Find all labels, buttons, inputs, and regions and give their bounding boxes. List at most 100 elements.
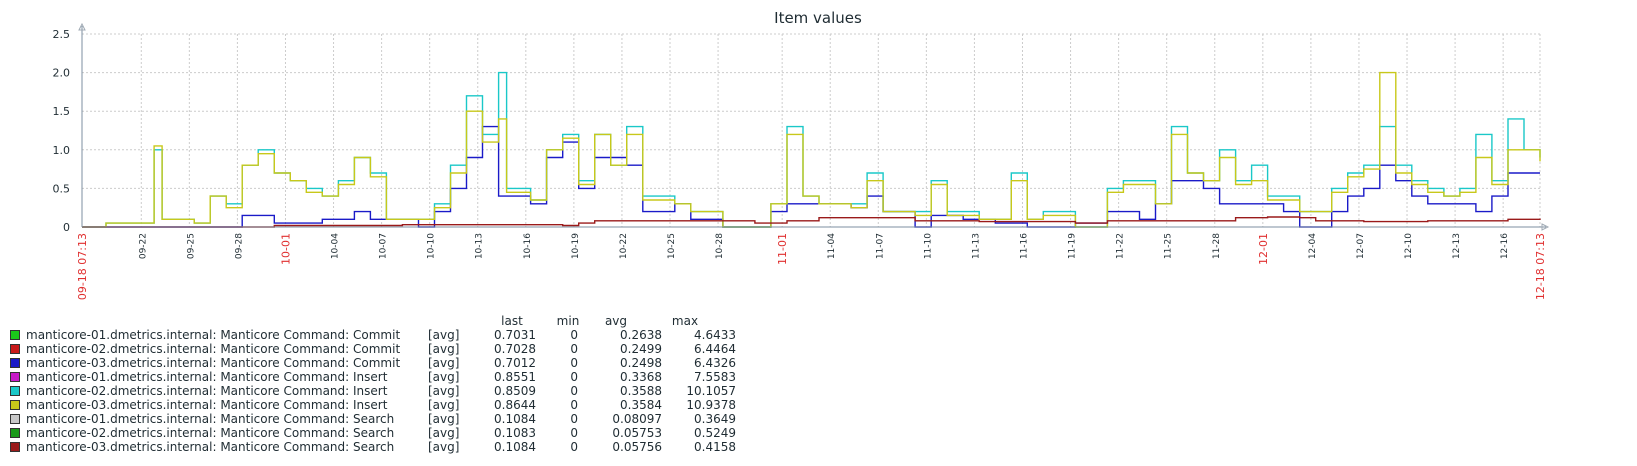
legend-func: [avg] [428, 328, 460, 342]
legend-func: [avg] [428, 398, 460, 412]
legend-series-name: manticore-03.dmetrics.internal: Manticor… [26, 356, 401, 370]
legend-func: [avg] [428, 426, 460, 440]
legend-header-min: min [556, 314, 580, 328]
legend-avg-value: 0.08097 [612, 412, 662, 426]
y-axis-labels: 0 0.5 1.0 1.5 2.0 2.5 [53, 28, 71, 234]
x-tick-label: 10-01 [279, 233, 292, 265]
x-tick-label: 09-22 [138, 233, 148, 259]
x-tick-label: 10-04 [331, 233, 341, 259]
legend-min-value: 0 [570, 370, 578, 384]
x-tick-label: 09-28 [234, 233, 244, 259]
legend-series-name: manticore-02.dmetrics.internal: Manticor… [26, 384, 388, 398]
legend-min-value: 0 [570, 398, 578, 412]
x-tick-label: 11-10 [923, 233, 933, 259]
x-tick-label: 10-10 [427, 233, 437, 259]
legend-swatch [10, 400, 20, 410]
legend-min-value: 0 [570, 356, 578, 370]
x-tick-label: 09-25 [186, 233, 196, 259]
legend-series-name: manticore-03.dmetrics.internal: Manticor… [26, 440, 395, 454]
legend-last-value: 0.1084 [494, 412, 536, 426]
legend-avg-value: 0.3584 [620, 398, 662, 412]
legend-series-name: manticore-02.dmetrics.internal: Manticor… [26, 342, 401, 356]
legend-swatch [10, 442, 20, 452]
legend-max-value: 10.1057 [686, 384, 736, 398]
legend-func: [avg] [428, 412, 460, 426]
legend-avg-value: 0.3368 [620, 370, 662, 384]
legend-swatch [10, 358, 20, 368]
x-tick-label: 10-07 [379, 233, 389, 259]
legend-last-value: 0.7028 [494, 342, 536, 356]
legend-avg-value: 0.2638 [620, 328, 662, 342]
legend-min-value: 0 [570, 440, 578, 454]
chart-title: Item values [774, 9, 862, 27]
axes [78, 22, 1550, 231]
x-tick-label: 11-16 [1019, 233, 1029, 259]
legend-last-value: 0.8644 [494, 398, 536, 412]
x-tick-label: 11-19 [1068, 233, 1078, 259]
series-line-5 [82, 71, 1541, 228]
legend-header-last: last [501, 314, 523, 328]
x-axis-arrow [1541, 223, 1550, 231]
x-tick-label: 12-04 [1308, 233, 1318, 259]
legend-last-value: 0.1083 [494, 426, 536, 440]
grid [81, 33, 1541, 228]
legend-min-value: 0 [570, 384, 578, 398]
legend-avg-value: 0.2498 [620, 356, 662, 370]
legend-min-value: 0 [570, 342, 578, 356]
x-tick-label: 12-18 07:13 [1534, 233, 1547, 300]
series-layer [82, 71, 1541, 228]
legend-swatch [10, 428, 20, 438]
legend-max-value: 0.4158 [694, 440, 736, 454]
y-tick-label: 0.5 [53, 182, 71, 195]
legend-func: [avg] [428, 342, 460, 356]
x-tick-label: 12-16 [1500, 233, 1510, 259]
x-tick-label: 09-18 07:13 [76, 233, 89, 300]
legend-series-name: manticore-01.dmetrics.internal: Manticor… [26, 370, 388, 384]
legend-header-max: max [671, 314, 699, 328]
legend-last-value: 0.7031 [494, 328, 536, 342]
legend-swatch [10, 414, 20, 424]
x-tick-label: 12-01 [1257, 233, 1270, 265]
x-tick-label: 10-19 [571, 233, 581, 259]
legend-swatch [10, 344, 20, 354]
x-tick-label: 12-07 [1356, 233, 1366, 259]
legend-max-value: 0.3649 [694, 412, 736, 426]
x-tick-label: 11-04 [827, 233, 837, 259]
series-line-8 [82, 216, 1541, 228]
legend-max-value: 6.4326 [694, 356, 736, 370]
legend-min-value: 0 [570, 412, 578, 426]
legend-avg-value: 0.05753 [612, 426, 662, 440]
legend-avg-value: 0.3588 [620, 384, 662, 398]
legend-avg-value: 0.05756 [612, 440, 662, 454]
legend-series-name: manticore-03.dmetrics.internal: Manticor… [26, 398, 388, 412]
legend-func: [avg] [428, 384, 460, 398]
x-tick-label: 11-22 [1116, 233, 1126, 259]
legend-max-value: 6.4464 [694, 342, 736, 356]
x-tick-label: 10-16 [523, 233, 533, 259]
x-tick-label: 12-10 [1404, 233, 1414, 259]
x-tick-label: 10-25 [667, 233, 677, 259]
legend-swatch [10, 372, 20, 382]
legend-min-value: 0 [570, 328, 578, 342]
x-tick-label: 11-07 [875, 233, 885, 259]
legend-last-value: 0.8551 [494, 370, 536, 384]
legend-max-value: 7.5583 [694, 370, 736, 384]
x-tick-label: 11-25 [1164, 233, 1174, 259]
legend-series-name: manticore-01.dmetrics.internal: Manticor… [26, 412, 395, 426]
legend-max-value: 4.6433 [694, 328, 736, 342]
legend-max-value: 10.9378 [686, 398, 736, 412]
legend-func: [avg] [428, 356, 460, 370]
x-tick-label: 11-01 [776, 233, 789, 265]
x-tick-label: 10-13 [475, 233, 485, 259]
legend-swatch [10, 330, 20, 340]
legend-series-name: manticore-01.dmetrics.internal: Manticor… [26, 328, 401, 342]
legend-avg-value: 0.2499 [620, 342, 662, 356]
x-tick-label: 11-28 [1212, 233, 1222, 259]
y-axis-arrow [78, 22, 86, 31]
legend-func: [avg] [428, 440, 460, 454]
x-tick-label: 10-28 [715, 233, 725, 259]
legend-header-avg: avg [604, 314, 628, 328]
x-tick-label: 12-13 [1452, 233, 1462, 259]
legend-last-value: 0.7012 [494, 356, 536, 370]
